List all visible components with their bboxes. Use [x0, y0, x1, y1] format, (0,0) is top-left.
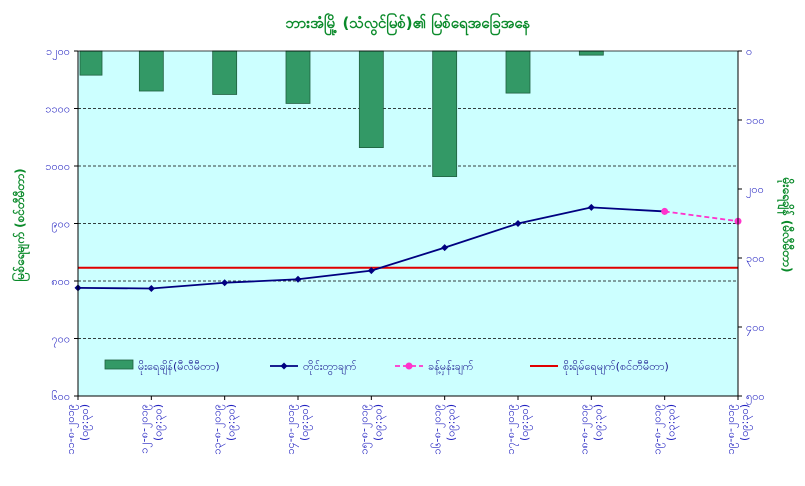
- forecast-line: [664, 210, 739, 223]
- x-tick-time: (၀၃:၃၀): [665, 404, 680, 441]
- observed-point: [587, 203, 595, 211]
- y-axis-left-label: မြစ်ရေမျက် (စင်တီမီတာ): [10, 168, 31, 281]
- y-left-tick-label: ၁၂၀၀: [46, 45, 70, 60]
- legend-swatch-rain: [104, 359, 134, 370]
- legend: မိုးရေချိန်(မီလီမီတာ) တိုင်းတွာချက် ခန့်မှ…: [104, 359, 669, 375]
- x-tick-time: (၀၉:၃၀): [151, 404, 166, 441]
- x-tick-label: ၁၉-၈-၂၀၁၉ (၀၃:၃၀): [651, 404, 680, 455]
- x-tick-date: ၁၇-၈-၂၀၁၉: [504, 404, 519, 455]
- rain-bar: [79, 50, 103, 76]
- observed-point: [441, 244, 449, 252]
- rain-bar: [432, 50, 458, 177]
- x-tick-label: ၁၉-၈-၂၀၁၉ (၀၉:၃၀): [724, 404, 753, 455]
- rain-bar: [212, 50, 238, 95]
- forecast-point: [661, 207, 669, 215]
- x-tick-date: ၁၉-၈-၂၀၁၉: [651, 404, 666, 455]
- legend-label: တိုင်းတွာချက်: [303, 360, 357, 375]
- y-left-tick-label: ၉၀၀: [51, 218, 70, 233]
- x-tick-label: ၁၇-၈-၂၀၁၉ (၀၉:၃၀): [504, 404, 533, 455]
- rain-bar: [138, 50, 164, 92]
- x-tick-label: ၁၆-၈-၂၀၁၉ (၀၉:၃၀): [431, 404, 460, 455]
- x-tick-date: ၁၄-၈-၂၀၁၉: [284, 404, 299, 455]
- y-left-tick-label: ၁၀၀၀: [45, 160, 70, 173]
- y-right-tick-label: ၃၀၀: [746, 252, 765, 267]
- legend-label: မိုးရေချိန်(မီလီမီတာ): [138, 360, 220, 375]
- y-right-tick-label: ၀: [746, 45, 752, 58]
- y-right-tick-label: ၅၀၀: [746, 390, 765, 405]
- rain-bar: [505, 50, 531, 94]
- legend-label: ခန့်မှန်းချက်: [428, 360, 474, 375]
- y-left-tick-label: ၇၀၀: [51, 333, 70, 348]
- legend-marker: [405, 362, 413, 370]
- y-right-tick-label: ၂၀၀: [746, 183, 764, 198]
- legend-label: စိုးရိမ်ရေမျက်(စင်တီမီတာ): [563, 360, 669, 375]
- x-tick-time: (၀၉:၃၀): [445, 404, 460, 441]
- observed-point: [514, 220, 522, 227]
- observed-point: [294, 275, 302, 283]
- observed-point: [367, 267, 375, 275]
- y-left-tick-label: ၆၀၀: [51, 390, 70, 403]
- x-tick-label: ၁၄-၈-၂၀၁၉ (၀၉:၃၀): [284, 404, 313, 455]
- gridlines: [78, 108, 738, 339]
- rain-bar: [285, 50, 311, 104]
- x-tick-time: (၀၉:၃၀): [738, 404, 753, 441]
- legend-marker: [280, 362, 288, 370]
- x-tick-time: (၀၉:၃၀): [78, 404, 93, 441]
- x-tick-time: (၀၉:၃၀): [298, 404, 313, 441]
- x-tick-label: ၁၂-၈-၂၀၁၉ (၀၉:၃၀): [137, 404, 166, 454]
- x-tick-time: (၀၉:၃၀): [591, 404, 606, 441]
- x-tick-label: ၁၃-၈-၂၀၁၉ (၀၉:၃၀): [211, 404, 240, 455]
- x-tick-label: ၁၈-၈-၂၀၁၉ (၀၉:၃၀): [577, 404, 606, 455]
- x-tick-time: (၀၉:၃၀): [225, 404, 240, 441]
- y-left-tick-label: ၈၀၀: [51, 275, 70, 288]
- observed-point: [147, 284, 155, 292]
- x-tick-time: (၀၉:၃၀): [371, 404, 386, 441]
- chart-title: ဘားအံမြို့ (သံလွင်မြစ်)၏ မြစ်ရေအခြေအနေ: [286, 12, 531, 36]
- x-tick-time: (၀၉:၃၀): [518, 404, 533, 441]
- observed-point: [221, 279, 229, 287]
- x-tick-date: ၁၅-၈-၂၀၁၉: [357, 404, 372, 455]
- rain-bar: [358, 50, 384, 148]
- x-tick-date: ၁၃-၈-၂၀၁၉: [211, 404, 226, 455]
- y-left-tick-label: ၁၁၀၀: [45, 103, 70, 116]
- rain-bars: [79, 50, 604, 177]
- x-tick-date: ၁၈-၈-၂၀၁၉: [577, 404, 592, 455]
- x-tick-label: ၁၁-၈-၂၀၁၉ (၀၉:၃၀): [64, 404, 93, 455]
- y-right-tick-label: ၁၀၀: [746, 114, 765, 127]
- x-tick-date: ၁၁-၈-၂၀၁၉: [64, 404, 79, 455]
- x-tick-date: ၁၆-၈-၂၀၁၉: [431, 404, 446, 455]
- rain-bar: [578, 50, 604, 56]
- y-right-tick-label: ၄၀၀: [746, 321, 765, 336]
- x-tick-label: ၁၅-၈-၂၀၁၉ (၀၉:၃၀): [357, 404, 386, 455]
- x-tick-date: ၁၂-၈-၂၀၁၉: [137, 404, 152, 454]
- y-axis-right-label: မိုးရေချိန် (မီလီမီတာ): [776, 177, 796, 273]
- y-axis-left-ticks: ၆၀၀ ၇၀၀ ၈၀၀ ၉၀၀ ၁၀၀၀ ၁၁၀၀ ၁၂၀၀: [45, 45, 78, 403]
- x-axis-ticks: ၁၁-၈-၂၀၁၉ (၀၉:၃၀) ၁၂-၈-၂၀၁၉ (၀၉:၃၀) ၁၃-၈-၂၀၁…: [64, 396, 753, 455]
- x-tick-date: ၁၉-၈-၂၀၁၉: [724, 404, 739, 455]
